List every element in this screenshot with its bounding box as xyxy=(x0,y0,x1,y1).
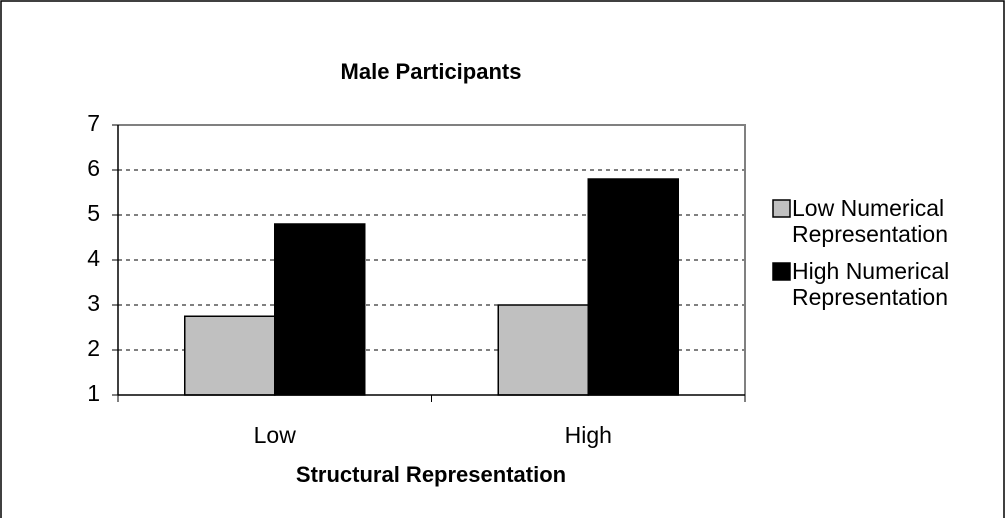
bar xyxy=(184,315,276,396)
bar xyxy=(587,178,679,396)
x-tick-label: Low xyxy=(254,422,297,448)
y-tick-label: 4 xyxy=(87,245,100,271)
y-tick-label: 5 xyxy=(87,200,100,226)
y-tick-label: 7 xyxy=(87,110,100,136)
y-tick-label: 6 xyxy=(87,155,100,181)
bar xyxy=(274,223,366,396)
legend-label: High Numerical Representation xyxy=(792,258,950,310)
y-tick-label: 3 xyxy=(87,290,100,316)
legend-item: Low Numerical Representation xyxy=(792,195,948,247)
y-tick-label: 1 xyxy=(87,380,100,406)
y-tick-label: 2 xyxy=(87,335,100,361)
chart-title: Male Participants xyxy=(341,59,522,84)
legend-item: High Numerical Representation xyxy=(792,258,950,310)
plot-border xyxy=(118,124,746,395)
legend-label: Low Numerical Representation xyxy=(792,195,948,247)
x-axis-label: Structural Representation xyxy=(296,462,566,487)
legend-swatch xyxy=(772,199,791,218)
bar xyxy=(497,304,589,396)
x-tick-label: High xyxy=(565,422,612,448)
legend-swatch xyxy=(772,262,791,281)
